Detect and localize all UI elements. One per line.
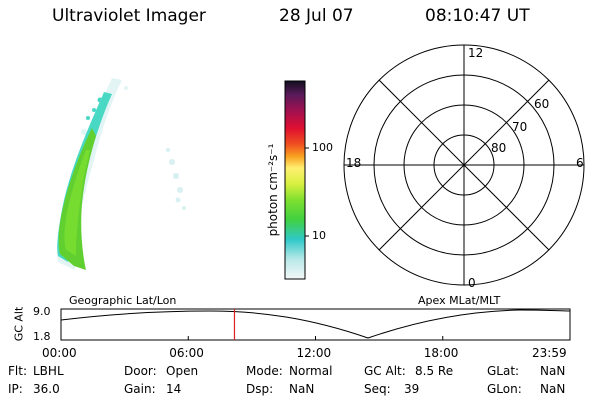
colorbar-tick-10: 10 [312,229,326,242]
altitude-ytick-top: 9.0 [33,305,51,318]
auroral-oval-bright [64,150,90,256]
polar-label-12: 12 [468,46,484,60]
instrument-title: Ultraviolet Imager [52,6,206,26]
seq-label: Seq: [364,382,391,396]
polar-label-80: 80 [491,141,507,155]
altitude-xtick-label: 12:00 [296,346,332,360]
polar-label-0: 0 [468,276,476,290]
flt-label: Flt: [8,364,27,378]
door-value: Open [166,364,199,378]
polar-label-6: 6 [576,156,584,170]
polar-label-18: 18 [346,156,362,170]
mode-value: Normal [289,364,333,378]
date-label: 28 Jul 07 [279,6,354,26]
colorbar-tick-100: 100 [312,141,333,154]
altitude-curve [60,309,571,339]
glat-label: GLat: [487,364,520,378]
glat-value: NaN [540,364,566,378]
mode-label: Mode: [246,364,283,378]
glon-value: NaN [540,382,566,396]
altitude-ytick-bottom: 1.8 [33,330,51,343]
glon-label: GLon: [487,382,522,396]
ip-value: 36.0 [33,382,60,396]
gcalt-value: 8.5 Re [415,364,454,378]
altitude-xtick-label: 06:00 [169,346,204,360]
time-label: 08:10:47 UT [425,6,530,26]
door-label: Door: [124,364,157,378]
gain-label: Gain: [124,382,156,396]
altitude-xtick-label: 00:00 [42,346,77,360]
altitude-right-title: Apex MLat/MLT [418,294,501,307]
auroral-patch-dayside [166,148,186,210]
gcalt-label: GC Alt: [364,364,406,378]
dsp-label: Dsp: [246,382,274,396]
seq-value: 39 [404,382,420,396]
colorbar-gradient [284,80,306,280]
altitude-left-title: Geographic Lat/Lon [69,294,177,307]
polar-diagonal-2 [378,79,550,251]
polar-label-60: 60 [534,97,550,111]
dsp-value: NaN [289,382,315,396]
polar-label-70: 70 [512,120,528,134]
altitude-xtick-label: 18:00 [423,346,459,360]
flt-value: LBHL [33,364,64,378]
altitude-plot-frame [60,308,571,341]
altitude-xtick-label: 23:59 [532,346,567,360]
ip-label: IP: [8,382,23,396]
gain-value: 14 [166,382,182,396]
